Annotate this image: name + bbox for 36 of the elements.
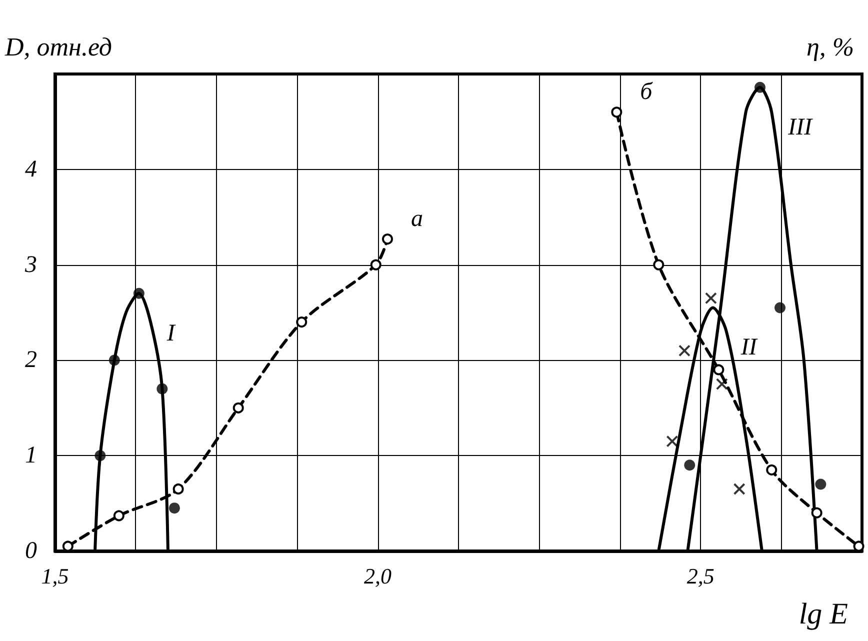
y-tick-label: 4 [25, 156, 37, 182]
point [811, 507, 822, 518]
point [296, 316, 308, 328]
series-label: б [640, 79, 654, 106]
x-tick-label: 1,5 [41, 564, 69, 588]
y2-axis-title: η, % [806, 32, 854, 62]
y-tick-label: 3 [24, 252, 37, 278]
point [172, 483, 184, 494]
point [168, 502, 180, 514]
point [684, 460, 696, 471]
point [766, 464, 778, 476]
series-label: I [166, 320, 176, 346]
point [713, 364, 724, 376]
y-axis-title: D, отн.ед [4, 32, 112, 62]
point [774, 302, 786, 314]
point [113, 510, 124, 522]
point [370, 259, 382, 270]
point [678, 344, 690, 357]
point [611, 106, 622, 118]
y-tick-label: 2 [25, 347, 37, 374]
x-tick-label: 2,5 [686, 564, 714, 588]
series-label: а [410, 206, 423, 232]
x-tick-label: 2,0 [364, 564, 392, 588]
point [704, 292, 717, 304]
x-axis-title: lg E [798, 598, 848, 630]
series-label: II [740, 334, 758, 361]
point [232, 402, 244, 414]
point [666, 435, 678, 448]
point [815, 478, 826, 490]
series-label: III [786, 114, 813, 140]
y-tick-label: 1 [25, 442, 37, 469]
point [382, 234, 393, 245]
point [653, 259, 664, 270]
point [716, 378, 728, 390]
point [733, 482, 746, 495]
y-tick-label: 0 [25, 538, 37, 564]
